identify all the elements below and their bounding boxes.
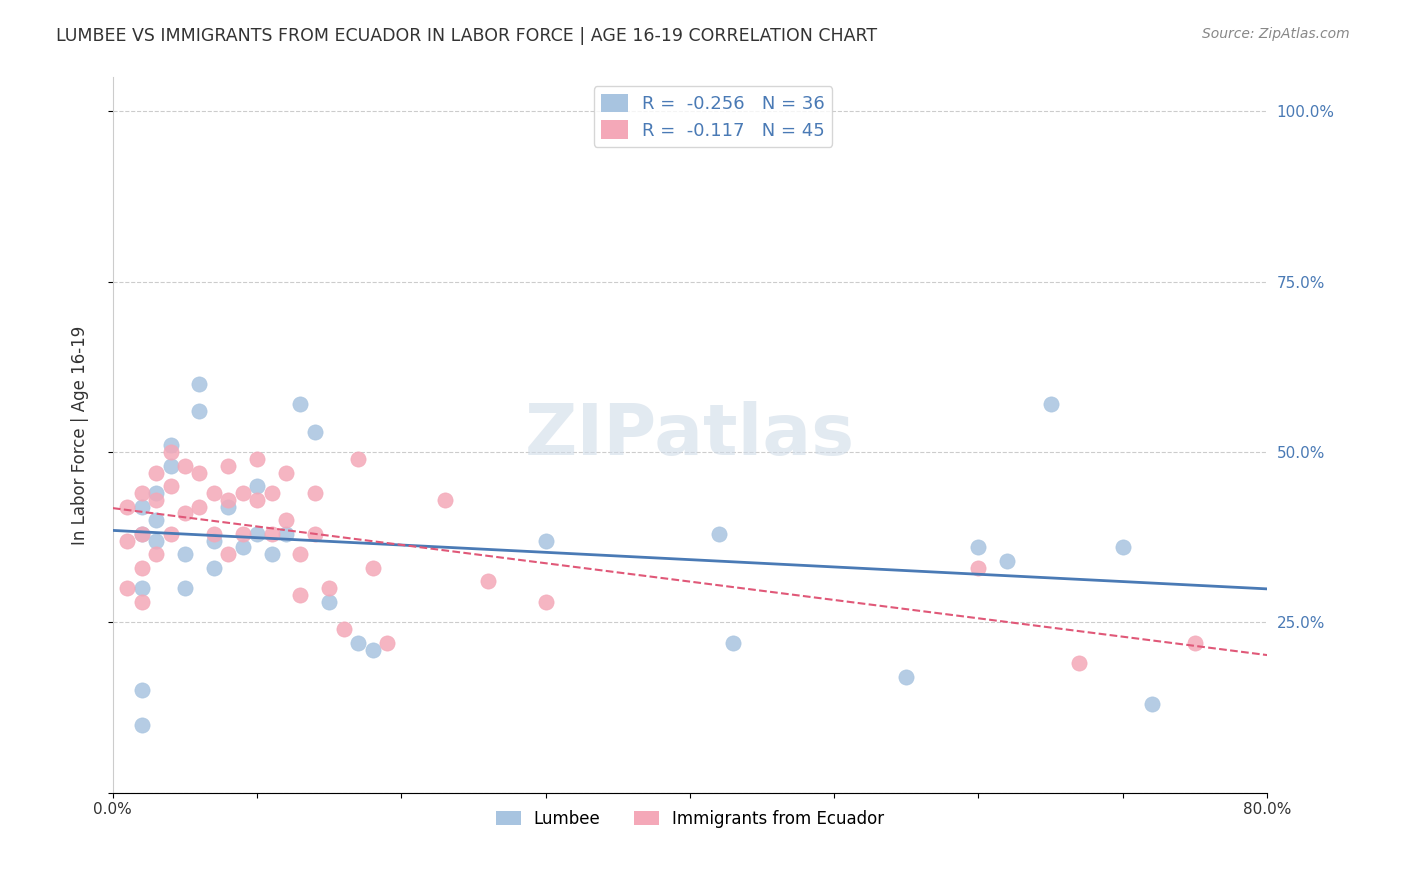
Y-axis label: In Labor Force | Age 16-19: In Labor Force | Age 16-19 <box>72 326 89 545</box>
Point <box>332 622 354 636</box>
Point <box>967 541 990 555</box>
Point <box>202 526 225 541</box>
Point <box>290 588 312 602</box>
Point <box>145 492 167 507</box>
Point <box>188 466 211 480</box>
Point <box>217 547 239 561</box>
Point <box>131 683 153 698</box>
Point <box>246 479 269 493</box>
Point <box>995 554 1018 568</box>
Point <box>304 425 326 439</box>
Point <box>707 526 730 541</box>
Point <box>260 547 283 561</box>
Point <box>232 541 254 555</box>
Point <box>131 561 153 575</box>
Point <box>202 533 225 548</box>
Point <box>174 507 197 521</box>
Point <box>131 582 153 596</box>
Point <box>217 500 239 514</box>
Point <box>260 486 283 500</box>
Point <box>117 500 139 514</box>
Point <box>145 466 167 480</box>
Point <box>246 492 269 507</box>
Point <box>232 526 254 541</box>
Point <box>131 500 153 514</box>
Legend: Lumbee, Immigrants from Ecuador: Lumbee, Immigrants from Ecuador <box>489 803 891 834</box>
Point <box>375 636 398 650</box>
Point <box>217 458 239 473</box>
Text: Source: ZipAtlas.com: Source: ZipAtlas.com <box>1202 27 1350 41</box>
Point <box>159 445 181 459</box>
Point <box>246 451 269 466</box>
Point <box>174 458 197 473</box>
Point <box>131 595 153 609</box>
Point <box>260 526 283 541</box>
Point <box>318 582 340 596</box>
Point <box>290 547 312 561</box>
Point <box>131 717 153 731</box>
Point <box>318 595 340 609</box>
Point <box>232 486 254 500</box>
Point <box>117 582 139 596</box>
Point <box>896 670 918 684</box>
Point <box>304 526 326 541</box>
Point <box>304 486 326 500</box>
Text: LUMBEE VS IMMIGRANTS FROM ECUADOR IN LABOR FORCE | AGE 16-19 CORRELATION CHART: LUMBEE VS IMMIGRANTS FROM ECUADOR IN LAB… <box>56 27 877 45</box>
Point <box>347 451 370 466</box>
Point <box>159 458 181 473</box>
Point <box>347 636 370 650</box>
Point <box>1039 397 1062 411</box>
Point <box>290 397 312 411</box>
Point <box>967 561 990 575</box>
Point <box>202 486 225 500</box>
Point <box>188 376 211 391</box>
Point <box>217 492 239 507</box>
Text: ZIPatlas: ZIPatlas <box>524 401 855 469</box>
Point <box>131 526 153 541</box>
Point <box>721 636 744 650</box>
Point <box>1184 636 1206 650</box>
Point <box>159 438 181 452</box>
Point <box>145 547 167 561</box>
Point <box>274 513 297 527</box>
Point <box>159 479 181 493</box>
Point <box>188 404 211 418</box>
Point <box>145 533 167 548</box>
Point <box>188 500 211 514</box>
Point <box>159 526 181 541</box>
Point <box>174 582 197 596</box>
Point <box>534 595 557 609</box>
Point <box>1140 697 1163 711</box>
Point <box>1112 541 1135 555</box>
Point <box>433 492 456 507</box>
Point <box>117 533 139 548</box>
Point <box>145 486 167 500</box>
Point <box>145 513 167 527</box>
Point <box>174 547 197 561</box>
Point <box>131 486 153 500</box>
Point <box>131 526 153 541</box>
Point <box>1069 657 1091 671</box>
Point <box>274 466 297 480</box>
Point <box>361 642 384 657</box>
Point <box>202 561 225 575</box>
Point <box>477 574 499 589</box>
Point <box>534 533 557 548</box>
Point <box>246 526 269 541</box>
Point <box>274 526 297 541</box>
Point <box>361 561 384 575</box>
